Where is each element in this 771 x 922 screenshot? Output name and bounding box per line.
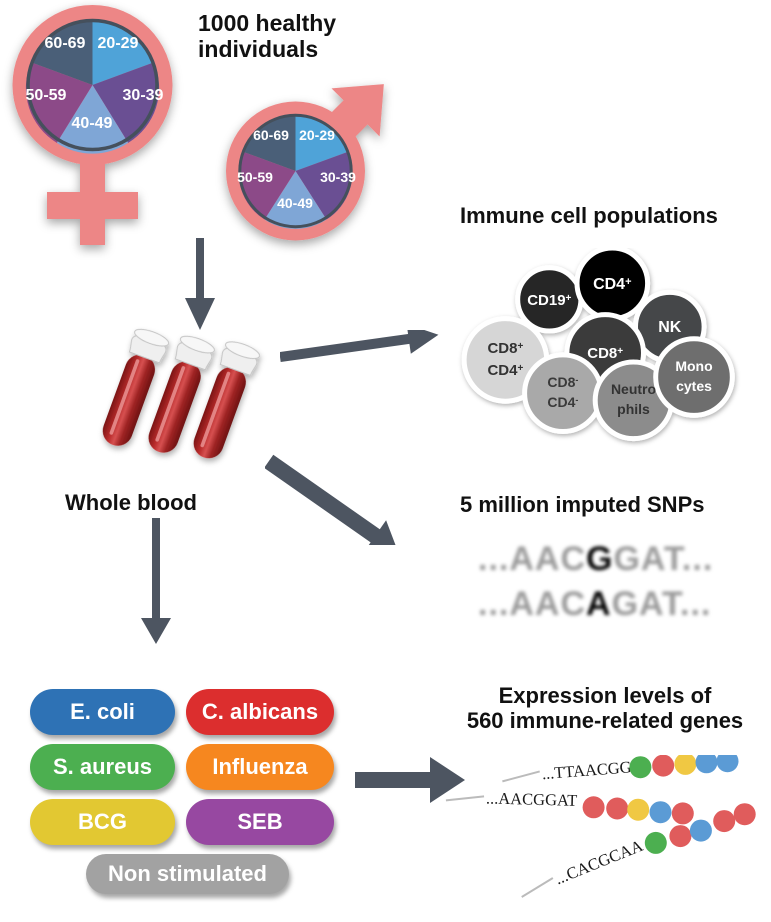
svg-text:30-39: 30-39 [123, 87, 164, 104]
svg-text:...CACGCAA: ...CACGCAA [552, 836, 645, 889]
svg-text:NK: NK [658, 319, 682, 336]
svg-text:CD8-: CD8- [547, 374, 578, 390]
svg-text:phils: phils [617, 401, 650, 417]
svg-text:...TTAACGG: ...TTAACGG [541, 757, 632, 783]
svg-text:50-59: 50-59 [237, 169, 273, 185]
svg-text:20-29: 20-29 [299, 127, 335, 143]
svg-text:...AACGGAT: ...AACGGAT [486, 788, 578, 809]
svg-text:Neutro: Neutro [611, 381, 656, 397]
svg-text:40-49: 40-49 [72, 115, 113, 132]
svg-text:20-29: 20-29 [98, 35, 139, 52]
svg-text:CD19+: CD19+ [527, 292, 571, 309]
svg-text:30-39: 30-39 [320, 169, 356, 185]
svg-text:40-49: 40-49 [277, 195, 313, 211]
svg-text:60-69: 60-69 [45, 35, 86, 52]
svg-text:CD4-: CD4- [547, 394, 578, 410]
svg-text:60-69: 60-69 [253, 127, 289, 143]
svg-text:50-59: 50-59 [26, 87, 67, 104]
svg-text:Mono: Mono [675, 358, 712, 374]
svg-text:cytes: cytes [676, 378, 712, 394]
